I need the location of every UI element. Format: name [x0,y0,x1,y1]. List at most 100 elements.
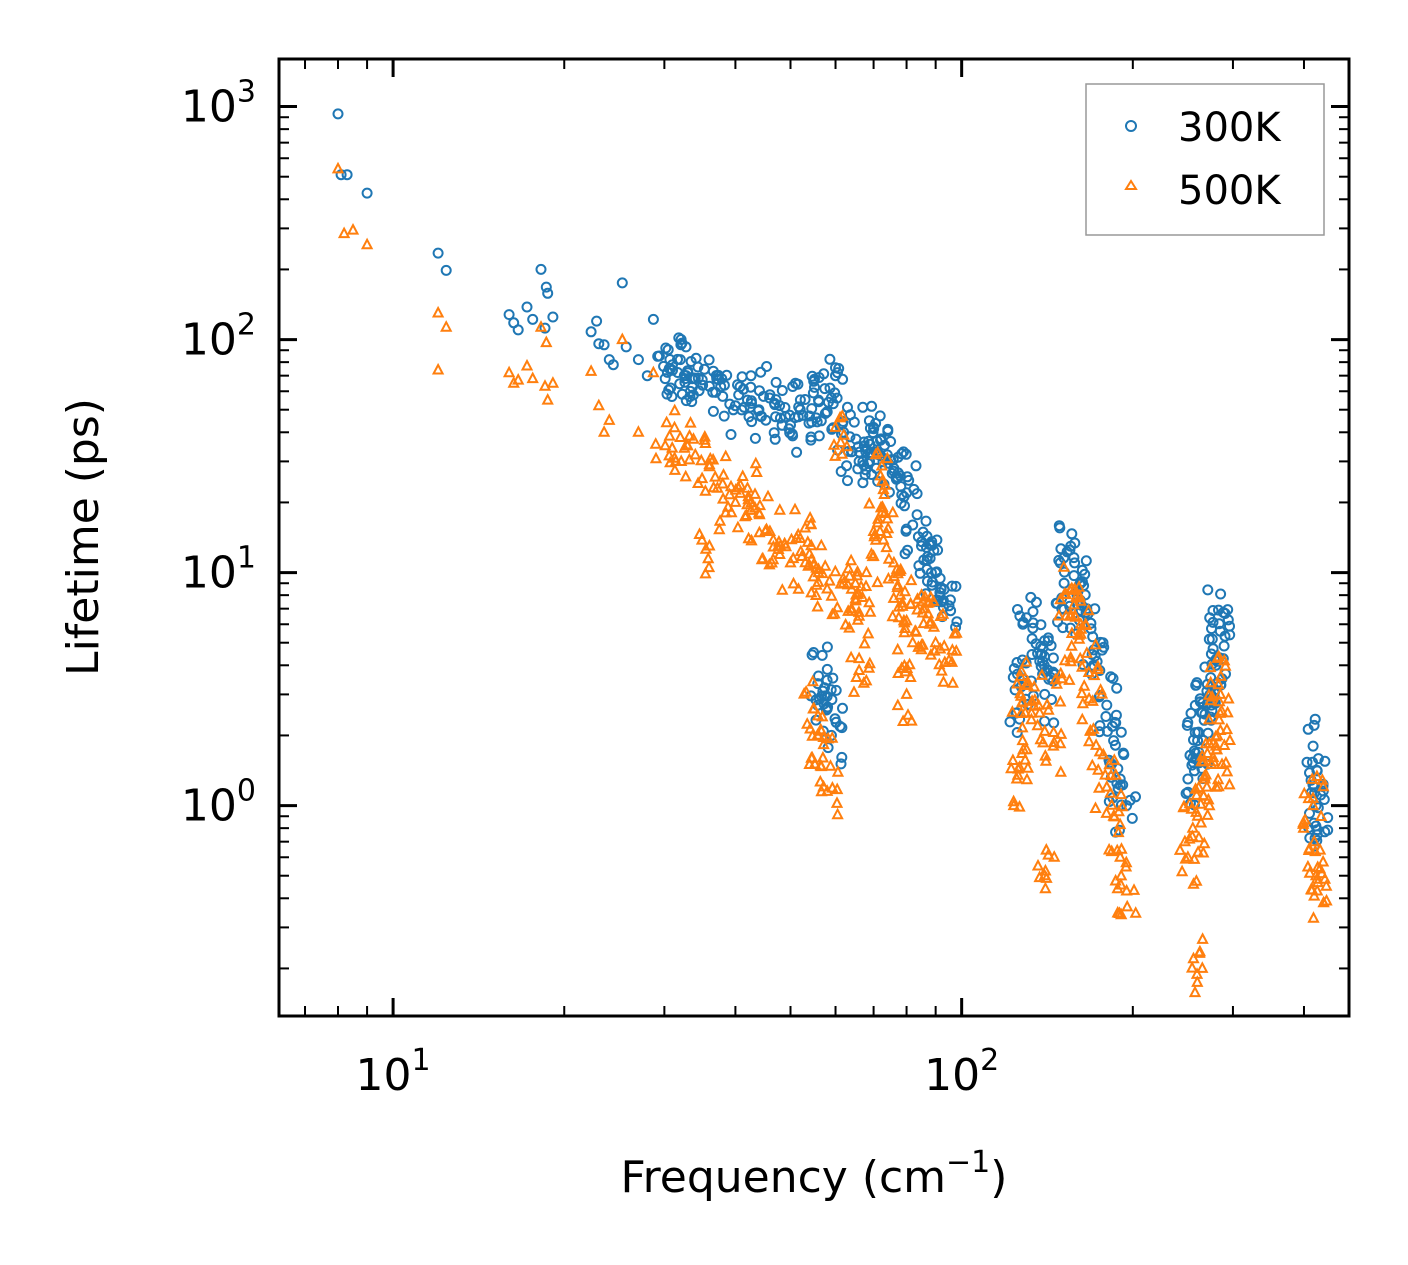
point-500K-77-5 [1112,804,1125,817]
point-500K-65-6 [1021,678,1034,690]
point-500K-40-7 [829,564,842,577]
point-300K-42-0 [804,410,815,422]
point-300K-58-5 [913,560,925,572]
point-300K-43-0 [813,394,824,406]
point-300K-39-3 [769,399,781,411]
point-300K-35-7 [724,398,736,410]
point-500K-88-6 [1219,659,1232,671]
point-500K-52-5 [918,589,932,602]
point-500K-39-3 [836,409,849,421]
point-500K-86-6 [1220,722,1234,735]
point-500K-67-6 [1042,847,1055,860]
point-500K-68-8 [1054,727,1068,739]
point-300K-80-7 [1094,720,1106,732]
point-500K-53-0 [929,635,942,648]
point-500K-90-1 [1310,769,1324,781]
point-300K-6-0 [503,309,515,321]
point-500K-37-2 [810,560,823,573]
point-500K-57-4 [807,701,820,714]
point-500K-69-2 [1063,673,1076,685]
point-300K-62-6 [821,641,833,653]
point-500K-43-7 [851,564,864,577]
point-500K-90-3 [1306,772,1319,784]
point-300K-91-7 [1222,614,1234,626]
point-500K-38-6 [828,606,841,619]
point-500K-89-2 [1223,777,1236,790]
point-300K-97-1 [1310,820,1322,832]
point-300K-86-6 [1182,717,1194,728]
point-500K-79-6 [1111,881,1124,894]
point-500K-74-4 [1076,712,1089,725]
point-300K-65-2 [835,758,847,770]
point-500K-80-4 [1187,877,1200,889]
y-tick-label-3: 103 [181,75,256,133]
point-300K-50-2 [866,400,878,412]
point-300K-86-8 [1193,726,1204,738]
point-300K-72-6 [1045,640,1057,652]
point-500K-73-7 [1075,660,1089,672]
point-300K-73-8 [1058,577,1070,589]
point-300K-94-0 [1307,740,1319,752]
point-500K-33-4 [763,557,776,570]
point-300K-51-7 [868,423,880,435]
point-300K-46-5 [842,401,853,413]
point-500K-33-5 [773,547,786,559]
point-300K-30-1 [667,364,678,376]
point-300K-69-0 [1026,633,1038,645]
point-300K-68-4 [1012,604,1023,615]
point-500K-81-8 [1194,815,1208,828]
point-300K-42-3 [807,387,819,399]
point-500K-20-0 [603,413,616,425]
point-500K-12-0 [534,320,548,332]
point-500K-68-1 [1047,725,1060,737]
point-500K-11-0 [526,371,539,384]
point-500K-62-6 [1007,794,1020,807]
point-500K-82-8 [1190,805,1203,817]
point-300K-83-8 [1130,791,1141,803]
point-500K-55-8 [702,551,715,564]
point-500K-50-0 [906,635,919,648]
point-500K-76-2 [1104,786,1117,798]
point-500K-69-7 [1050,677,1063,689]
point-500K-24-8 [649,437,662,449]
point-300K-59-8 [928,545,940,557]
point-500K-65-8 [1019,705,1032,718]
point-500K-58-5 [806,750,819,763]
point-500K-59-5 [830,796,844,808]
point-300K-38-7 [755,366,767,378]
point-300K-68-5 [1030,596,1042,608]
point-500K-53-1 [935,663,948,676]
point-500K-83-4 [1188,985,1202,998]
point-300K-28-0 [659,373,671,385]
point-500K-76-8 [1103,757,1116,770]
point-300K-55-7 [896,489,908,501]
point-300K-50-1 [857,401,869,413]
point-300K-92-7 [1213,618,1225,630]
point-300K-42-6 [805,434,817,446]
legend-marker-500k [1124,179,1138,190]
point-500K-42-2 [864,605,877,617]
point-300K-38-8 [761,361,773,372]
point-500K-66-6 [1041,697,1054,710]
point-500K-21-0 [616,332,629,345]
point-300K-74-8 [1066,528,1078,540]
point-300K-94-7 [1307,756,1318,768]
point-300K-61-3 [950,580,962,592]
point-500K-54-1 [945,655,959,667]
point-300K-39-8 [769,433,781,445]
point-500K-80-6 [1179,851,1192,864]
point-300K-29-1 [660,342,672,354]
tick-labels: 101 102 100 101 102 103 [181,75,999,1101]
point-500K-27-1 [709,469,722,482]
point-500K-55-6 [713,514,727,526]
point-500K-57-6 [804,721,817,734]
point-500K-25-2 [683,428,696,441]
point-500K-25-1 [666,440,679,453]
point-500K-80-0 [1181,850,1195,862]
point-500K-46-7 [875,504,889,517]
point-500K-64-3 [1015,664,1028,677]
point-300K-74-5 [1054,522,1066,534]
point-500K-63-4 [1013,760,1026,772]
point-500K-41-0 [845,601,858,614]
point-500K-80-3 [1188,852,1201,864]
